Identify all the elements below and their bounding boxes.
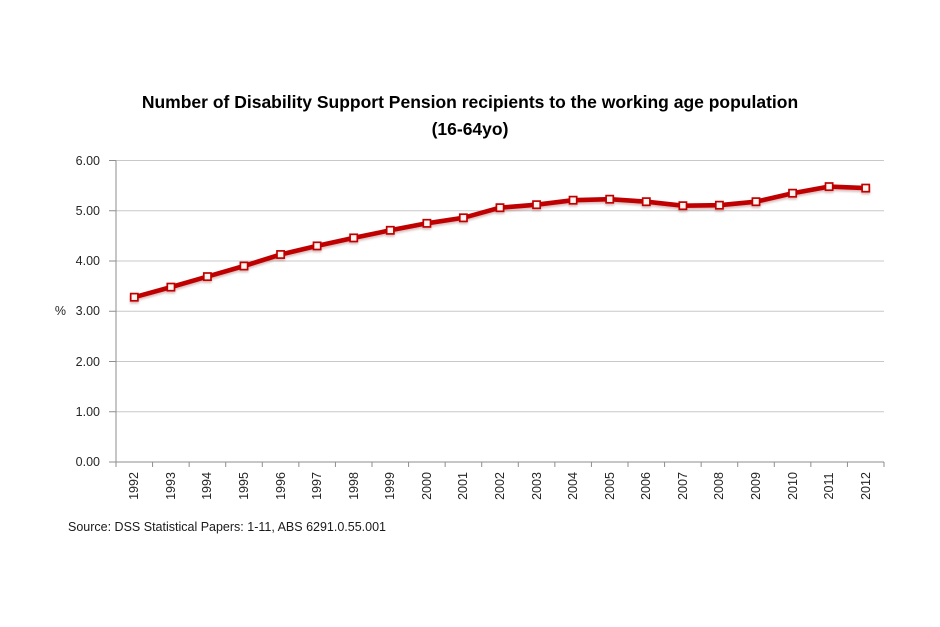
x-tick-label: 2007 [675, 472, 690, 500]
x-tick-label: 2010 [785, 472, 800, 500]
data-point-marker [129, 292, 139, 302]
data-point-marker [751, 197, 761, 207]
data-point-marker [861, 183, 871, 193]
data-point-marker [788, 188, 798, 198]
x-tick-label: 2002 [493, 472, 507, 500]
data-point-marker [239, 261, 249, 271]
x-tick-label: 2006 [639, 472, 654, 500]
x-tick-label: 2003 [529, 472, 544, 500]
x-tick-label: 1994 [200, 472, 215, 500]
data-point-marker [349, 233, 359, 243]
y-tick-label: 1.00 [75, 404, 100, 419]
data-point-marker [824, 182, 834, 192]
x-tick-label: 2008 [712, 472, 727, 500]
data-point-marker [202, 272, 212, 282]
x-tick-label: 1992 [127, 472, 142, 500]
x-tick-label: 2012 [858, 472, 873, 500]
data-point-marker [458, 213, 468, 223]
data-point-marker [641, 197, 651, 207]
data-point-marker [568, 195, 578, 205]
x-tick-label: 1993 [163, 472, 178, 500]
x-tick-label: 2009 [749, 472, 763, 500]
data-point-marker [422, 218, 432, 228]
x-tick-label: 2011 [822, 472, 837, 500]
x-tick-label: 2000 [419, 472, 434, 500]
data-point-marker [714, 200, 724, 210]
data-point-marker [605, 194, 615, 204]
x-tick-label: 2004 [566, 472, 581, 500]
y-tick-label: 6.00 [75, 153, 100, 168]
x-tick-label: 2005 [602, 472, 617, 500]
data-point-marker [532, 200, 542, 210]
x-tick-label: 1996 [273, 472, 288, 500]
y-tick-label: 3.00 [75, 304, 100, 319]
x-tick-label: 1995 [237, 472, 251, 500]
x-tick-label: 1999 [383, 472, 398, 500]
y-tick-label: 5.00 [75, 203, 100, 218]
data-point-marker [495, 203, 505, 213]
y-axis-unit-label: % [54, 304, 66, 318]
data-point-marker [276, 250, 286, 259]
data-point-marker [385, 225, 395, 235]
data-point-marker [312, 241, 322, 251]
y-tick-label: 0.00 [75, 455, 100, 469]
data-point-marker [678, 201, 688, 211]
chart-title: Number of Disability Support Pension rec… [141, 92, 799, 139]
series-group [129, 182, 871, 302]
x-tick-label: 1997 [310, 472, 325, 500]
y-tick-label: 2.00 [75, 354, 100, 369]
source-note: Source: DSS Statistical Papers: 1-11, AB… [68, 520, 387, 534]
y-tick-label: 4.00 [75, 254, 100, 268]
data-point-marker [166, 282, 176, 292]
x-tick-label: 2001 [456, 472, 471, 500]
x-tick-label: 1998 [346, 472, 361, 500]
